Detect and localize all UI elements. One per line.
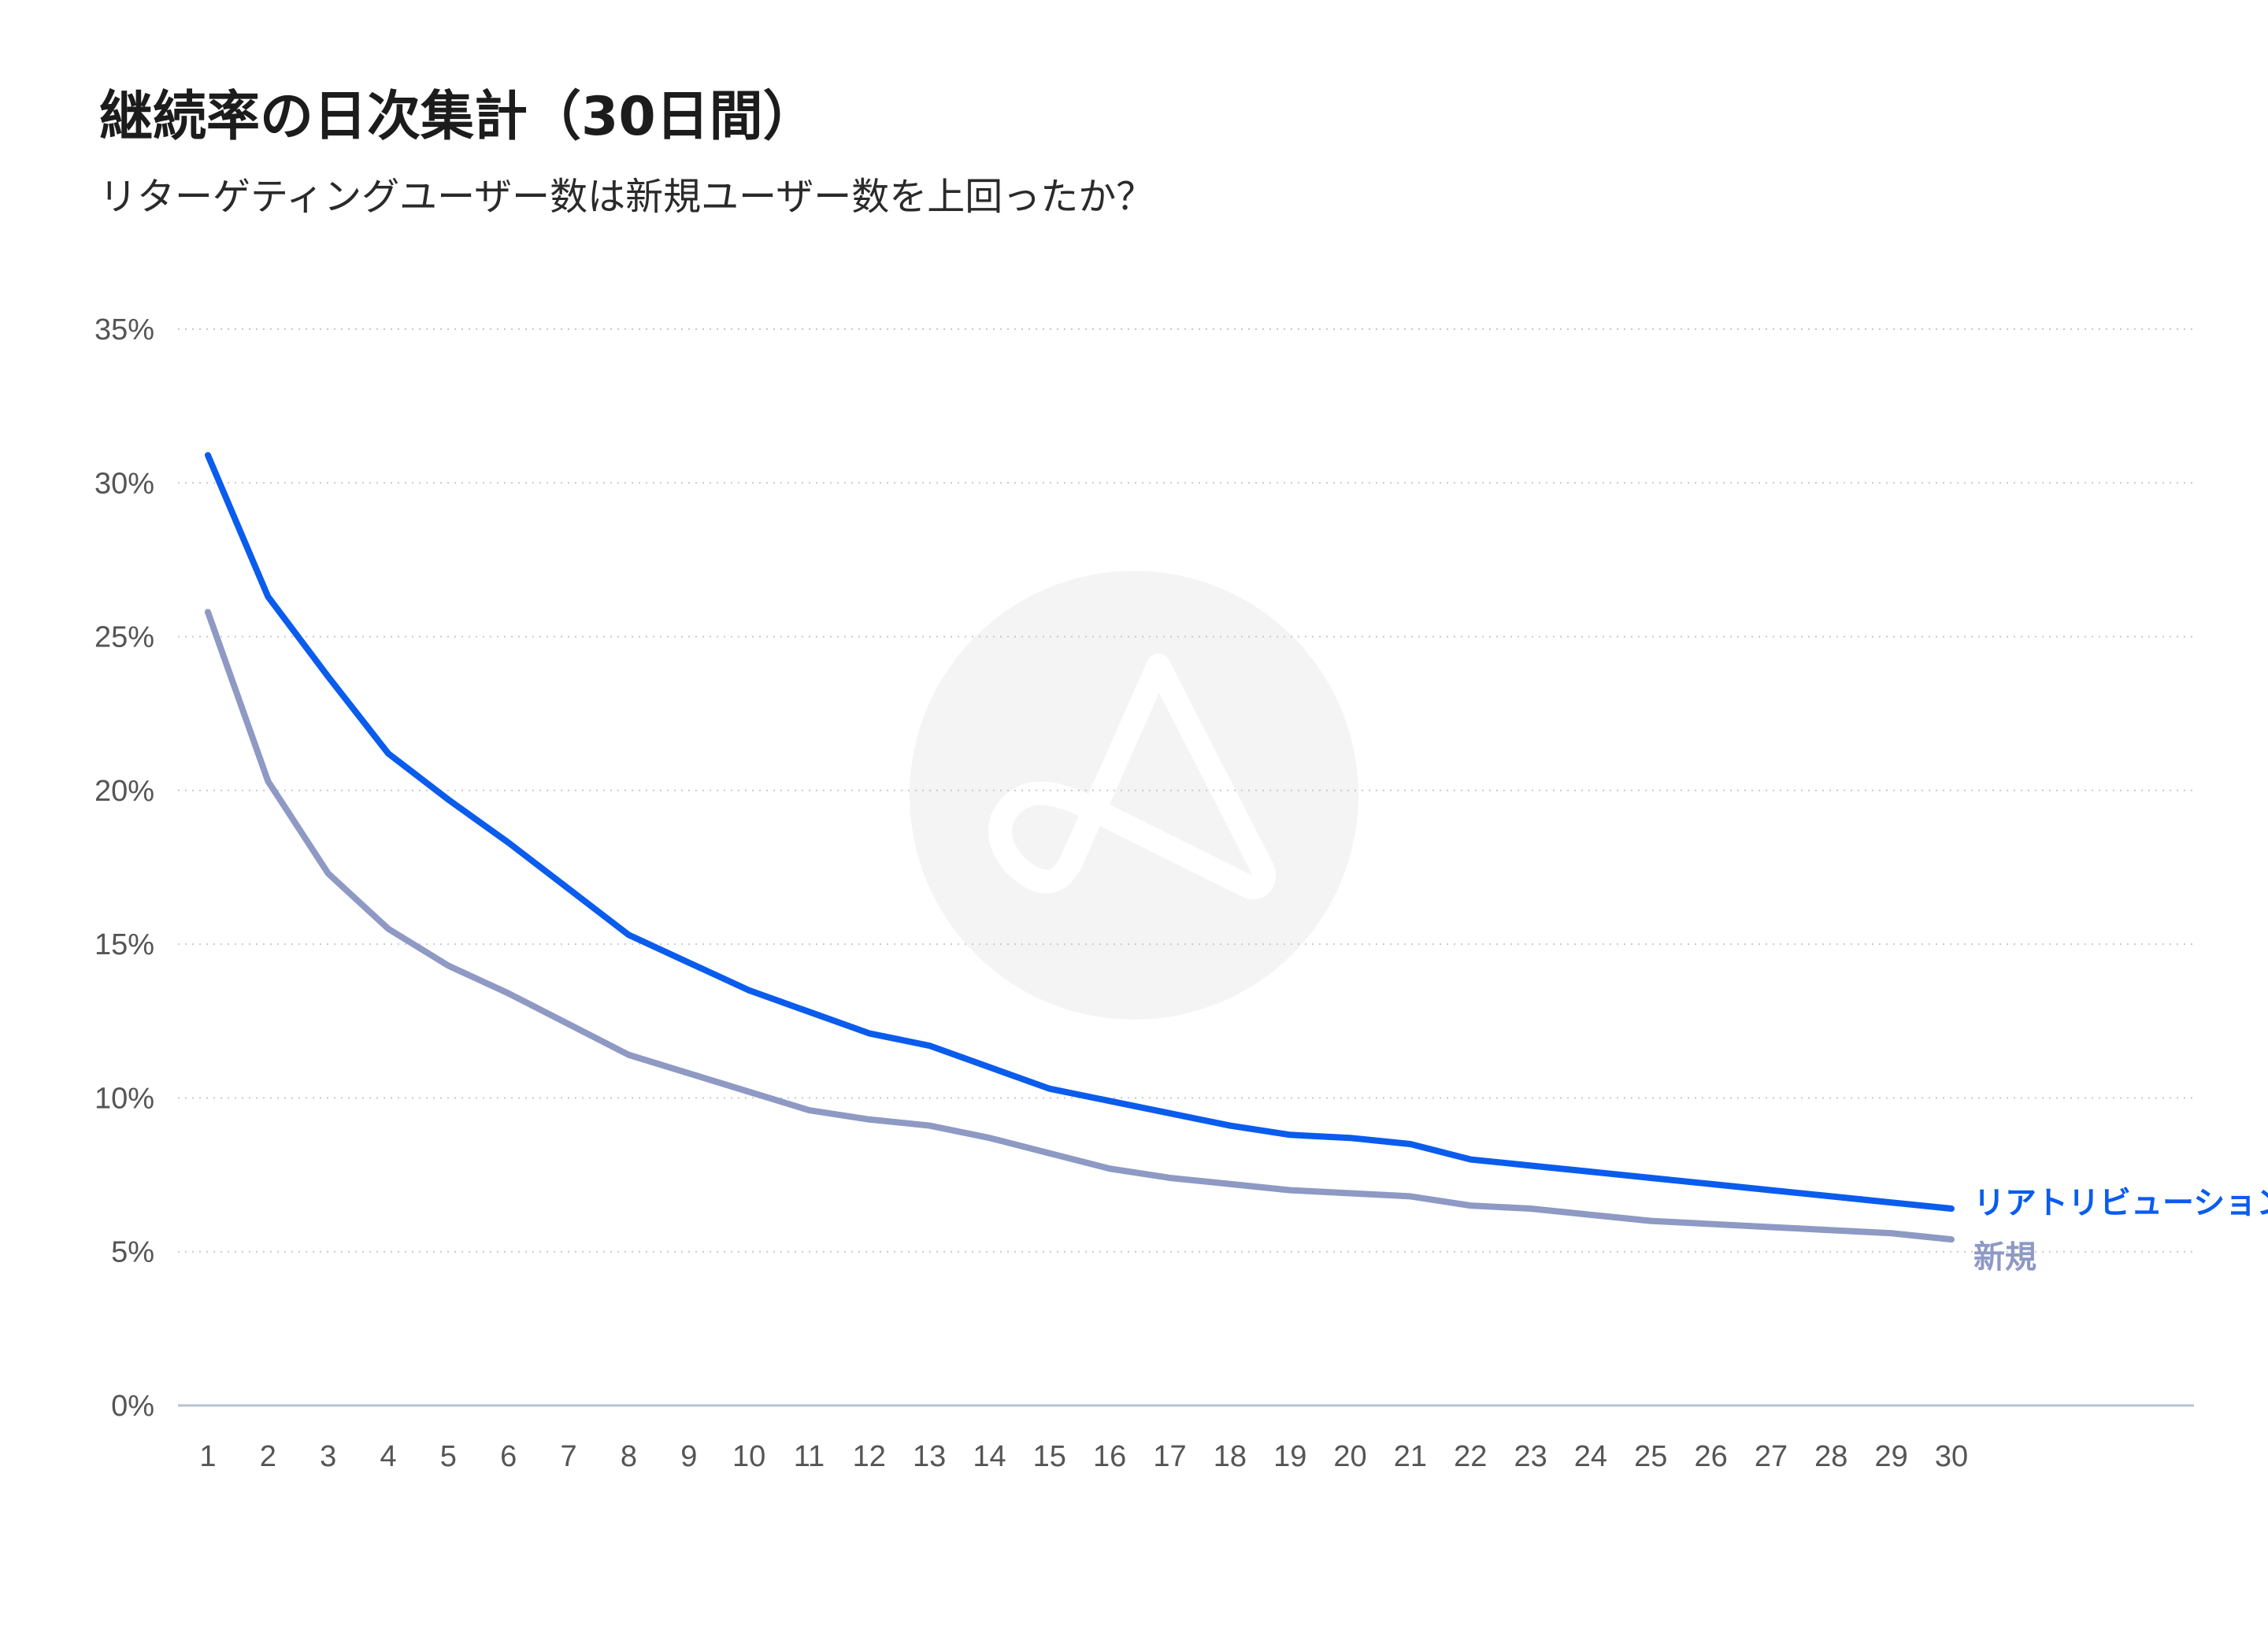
x-tick-label: 6	[500, 1440, 517, 1473]
series-label-reattribution: リアトリビューション	[1973, 1185, 2268, 1221]
x-tick-label: 7	[560, 1440, 576, 1473]
y-tick-label: 10%	[94, 1082, 154, 1115]
chart-subtitle: リターゲティングユーザー数は新規ユーザー数を上回ったか？	[99, 175, 1154, 219]
series-label-new: 新規	[1973, 1239, 2036, 1276]
x-tick-label: 24	[1574, 1440, 1607, 1473]
series-line-reattribution	[205, 452, 1955, 1213]
y-tick-label: 15%	[94, 928, 154, 961]
x-tick-label: 1	[199, 1440, 216, 1473]
x-tick-label: 17	[1153, 1440, 1186, 1473]
chart-title: 継続率の日次集計（30日間）	[99, 86, 817, 148]
series-line-new	[205, 609, 1955, 1243]
x-tick-label: 14	[973, 1440, 1006, 1473]
x-tick-label: 28	[1814, 1440, 1847, 1473]
y-tick-label: 35%	[94, 313, 154, 346]
x-tick-label: 13	[913, 1440, 946, 1473]
adjust-logo-icon	[910, 571, 1358, 1020]
x-tick-label: 16	[1093, 1440, 1126, 1473]
x-tick-label: 23	[1514, 1440, 1547, 1473]
x-tick-label: 30	[1935, 1440, 1968, 1473]
x-tick-label: 20	[1333, 1440, 1366, 1473]
x-tick-label: 15	[1033, 1440, 1066, 1473]
x-tick-label: 19	[1273, 1440, 1306, 1473]
x-tick-label: 10	[732, 1440, 765, 1473]
x-tick-label: 5	[440, 1440, 457, 1473]
y-tick-label: 25%	[94, 621, 154, 654]
y-tick-label: 5%	[111, 1236, 154, 1269]
x-tick-label: 26	[1694, 1440, 1727, 1473]
x-tick-label: 8	[621, 1440, 637, 1473]
x-tick-label: 2	[260, 1440, 276, 1473]
x-tick-label: 29	[1875, 1440, 1908, 1473]
x-tick-label: 21	[1394, 1440, 1427, 1473]
x-tick-label: 22	[1454, 1440, 1487, 1473]
x-tick-label: 18	[1214, 1440, 1247, 1473]
x-tick-label: 27	[1755, 1440, 1788, 1473]
y-tick-label: 0%	[111, 1390, 154, 1423]
y-tick-label: 30%	[94, 467, 154, 500]
x-tick-label: 4	[380, 1440, 396, 1473]
x-tick-label: 12	[853, 1440, 886, 1473]
x-tick-label: 3	[320, 1440, 336, 1473]
x-tick-label: 9	[680, 1440, 697, 1473]
y-tick-label: 20%	[94, 775, 154, 808]
x-tick-label: 25	[1634, 1440, 1667, 1473]
x-tick-label: 11	[794, 1440, 825, 1473]
